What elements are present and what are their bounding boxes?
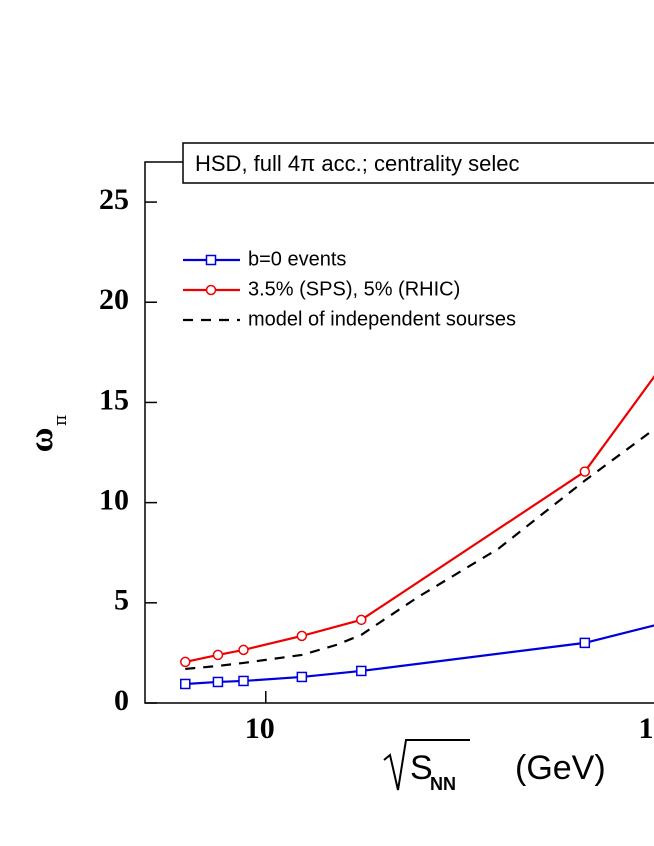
data-point	[296, 630, 308, 642]
y-tick-label: 20	[99, 283, 129, 316]
y-tick-label: 15	[99, 383, 129, 416]
x-label-unit: (GeV)	[515, 749, 606, 787]
chart-title: HSD, full 4π acc.; centrality selec	[195, 151, 520, 176]
y-tick-label: 5	[114, 584, 129, 617]
data-point	[180, 656, 191, 668]
data-point	[212, 676, 224, 688]
x-tick-label: 100	[639, 712, 654, 745]
y-axis-label: ω π	[23, 415, 71, 453]
data-point	[356, 614, 367, 626]
y-label-subscript: π	[51, 415, 71, 426]
data-point	[238, 644, 249, 656]
legend-marker	[205, 254, 217, 266]
legend-marker	[205, 284, 217, 296]
title-box	[182, 142, 654, 184]
legend-label: model of independent sourses	[248, 308, 516, 330]
series-line	[185, 429, 654, 671]
x-tick-label: 10	[245, 712, 275, 745]
x-label-subscript: NN	[430, 774, 456, 794]
y-tick-label: 10	[99, 484, 129, 517]
data-point	[238, 675, 249, 687]
legend-label: b=0 events	[248, 248, 346, 270]
sqrt-sign	[383, 739, 470, 791]
y-tick-label: 25	[99, 183, 129, 216]
legend-label: 3.5% (SPS), 5% (RHIC)	[248, 278, 460, 300]
data-point	[296, 671, 308, 683]
data-point	[180, 678, 191, 690]
data-point	[212, 649, 224, 661]
data-point	[579, 466, 591, 477]
data-point	[356, 665, 367, 677]
x-label-symbol: S	[410, 749, 433, 787]
data-point	[579, 637, 591, 649]
y-tick-label: 0	[114, 684, 129, 717]
axis-frame	[144, 161, 654, 704]
y-label-symbol: ω	[23, 428, 60, 453]
